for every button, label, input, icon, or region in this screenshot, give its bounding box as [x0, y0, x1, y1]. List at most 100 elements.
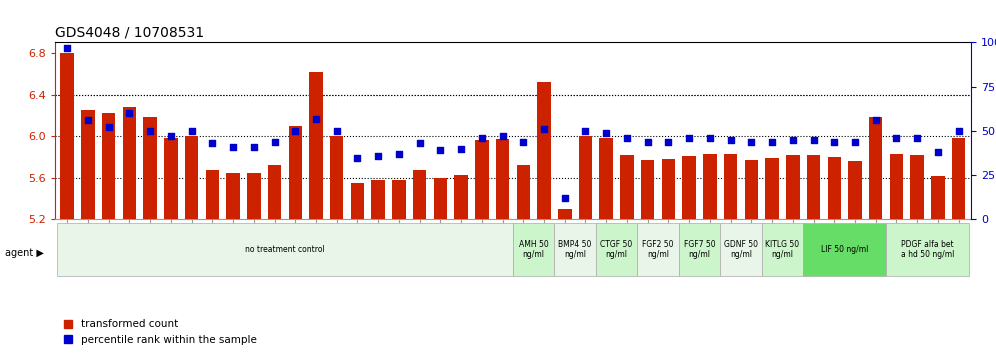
Bar [807, 155, 821, 219]
Bar [226, 173, 240, 219]
Bar [517, 165, 530, 219]
Bar [268, 165, 281, 219]
Bar [869, 118, 882, 219]
Point [474, 135, 490, 141]
Bar [621, 155, 633, 219]
Point [411, 141, 427, 146]
Point [287, 128, 303, 134]
Bar [579, 136, 593, 219]
Bar [330, 136, 344, 219]
Point [702, 135, 718, 141]
Text: FGF7 50
ng/ml: FGF7 50 ng/ml [683, 240, 715, 259]
Point [432, 148, 448, 153]
Point [101, 125, 117, 130]
Bar [247, 173, 261, 219]
FancyBboxPatch shape [886, 223, 969, 276]
Point [515, 139, 531, 144]
Point [681, 135, 697, 141]
Point [930, 149, 946, 155]
Bar [786, 155, 800, 219]
Point [599, 130, 615, 136]
Text: agent ▶: agent ▶ [5, 248, 44, 258]
Point [80, 118, 96, 123]
Bar [82, 110, 95, 219]
Bar [475, 140, 489, 219]
Point [909, 135, 925, 141]
Point [225, 144, 241, 150]
Bar [537, 82, 551, 219]
Text: CTGF 50
ng/ml: CTGF 50 ng/ml [601, 240, 632, 259]
Point [122, 110, 137, 116]
Bar [765, 158, 779, 219]
Point [536, 126, 552, 132]
Bar [61, 53, 74, 219]
Bar [724, 154, 737, 219]
Point [639, 139, 655, 144]
FancyBboxPatch shape [720, 223, 762, 276]
Bar [496, 139, 509, 219]
Point [350, 155, 366, 160]
Bar [392, 180, 405, 219]
Text: LIF 50 ng/ml: LIF 50 ng/ml [821, 245, 869, 254]
Point [246, 144, 262, 150]
Text: PDGF alfa bet
a hd 50 ng/ml: PDGF alfa bet a hd 50 ng/ml [900, 240, 954, 259]
Point [660, 139, 676, 144]
Point [329, 128, 345, 134]
FancyBboxPatch shape [555, 223, 596, 276]
Point [785, 137, 801, 143]
Point [723, 137, 739, 143]
Point [868, 118, 883, 123]
FancyBboxPatch shape [57, 223, 513, 276]
Point [59, 45, 75, 51]
Bar [185, 136, 198, 219]
Point [951, 128, 967, 134]
Bar [952, 138, 965, 219]
Point [743, 139, 759, 144]
Bar [849, 161, 862, 219]
Text: GDS4048 / 10708531: GDS4048 / 10708531 [55, 26, 204, 40]
Bar [309, 72, 323, 219]
Bar [682, 156, 696, 219]
Point [308, 116, 324, 121]
Point [183, 128, 199, 134]
FancyBboxPatch shape [803, 223, 886, 276]
Point [578, 128, 594, 134]
Bar [641, 160, 654, 219]
Text: no treatment control: no treatment control [245, 245, 325, 254]
Bar [910, 155, 924, 219]
Bar [123, 107, 136, 219]
Bar [745, 160, 758, 219]
Point [142, 128, 158, 134]
Bar [454, 175, 468, 219]
Text: BMP4 50
ng/ml: BMP4 50 ng/ml [559, 240, 592, 259]
Legend: transformed count, percentile rank within the sample: transformed count, percentile rank withi… [60, 315, 261, 349]
Bar [931, 176, 944, 219]
Bar [600, 138, 613, 219]
Bar [102, 113, 116, 219]
Bar [143, 118, 157, 219]
Point [764, 139, 780, 144]
Point [163, 133, 179, 139]
Point [495, 133, 511, 139]
FancyBboxPatch shape [679, 223, 720, 276]
Bar [828, 157, 841, 219]
Point [557, 195, 573, 201]
Bar [413, 170, 426, 219]
Bar [433, 178, 447, 219]
Text: KITLG 50
ng/ml: KITLG 50 ng/ml [765, 240, 800, 259]
FancyBboxPatch shape [762, 223, 803, 276]
Point [827, 139, 843, 144]
Point [619, 135, 634, 141]
Point [888, 135, 904, 141]
Bar [351, 183, 365, 219]
FancyBboxPatch shape [637, 223, 679, 276]
Text: GDNF 50
ng/ml: GDNF 50 ng/ml [724, 240, 758, 259]
FancyBboxPatch shape [596, 223, 637, 276]
Bar [205, 170, 219, 219]
Bar [289, 126, 302, 219]
FancyBboxPatch shape [513, 223, 555, 276]
Point [847, 139, 863, 144]
Bar [164, 138, 177, 219]
Bar [703, 154, 717, 219]
Point [371, 153, 386, 159]
